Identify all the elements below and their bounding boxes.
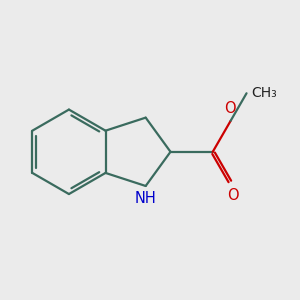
Text: O: O bbox=[227, 188, 238, 203]
Text: O: O bbox=[224, 101, 236, 116]
Text: CH₃: CH₃ bbox=[252, 86, 278, 100]
Text: NH: NH bbox=[135, 191, 157, 206]
